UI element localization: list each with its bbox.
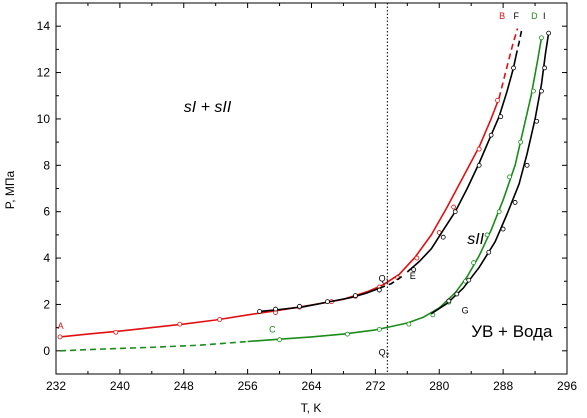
series-marker — [414, 255, 420, 261]
x-axis-title: T, K — [301, 401, 322, 415]
series-marker — [486, 249, 492, 255]
series-marker — [277, 337, 282, 343]
series-marker — [471, 260, 476, 266]
y-tick-label: 14 — [37, 19, 51, 33]
point-label: Q₁ — [379, 273, 389, 283]
series-marker — [217, 317, 223, 322]
y-axis-title: P, МПа — [3, 170, 17, 209]
series-group — [57, 28, 552, 352]
x-tick-label: 256 — [238, 379, 258, 393]
series-marker — [376, 327, 382, 332]
series-dashed-line — [379, 275, 403, 289]
series-marker — [539, 88, 544, 94]
series-marker — [406, 321, 412, 327]
x-tick-label: 296 — [557, 379, 577, 393]
series-marker — [57, 334, 63, 340]
series-marker — [411, 267, 417, 273]
point-label: E — [410, 271, 416, 281]
x-tick-label: 272 — [365, 379, 385, 393]
y-tick-label: 2 — [43, 297, 50, 311]
y-tick-label: 10 — [37, 112, 51, 126]
series-marker — [325, 299, 330, 305]
series-marker — [507, 174, 512, 180]
series-marker — [488, 132, 494, 138]
point-label: C — [269, 325, 276, 335]
series-marker — [297, 303, 302, 309]
region-annotation: УВ + Вода — [471, 322, 553, 341]
series-dashed-line — [515, 30, 523, 57]
series-marker — [353, 293, 358, 299]
series-marker — [376, 287, 382, 293]
x-tick-label: 288 — [493, 379, 513, 393]
series-marker — [113, 329, 119, 335]
series-marker — [177, 321, 183, 327]
series-marker — [451, 204, 457, 210]
series-marker — [496, 209, 502, 215]
series-line — [59, 97, 500, 338]
plot-frame — [55, 2, 568, 375]
series-marker — [476, 146, 482, 152]
series-marker — [495, 97, 500, 103]
series-marker — [452, 209, 458, 215]
region-annotation: sII — [467, 231, 484, 248]
x-tick-label: 264 — [301, 379, 321, 393]
point-label: I — [543, 11, 546, 21]
series-marker — [440, 234, 446, 240]
y-tick-label: 12 — [37, 66, 51, 80]
point-label: Q₂ — [379, 347, 390, 357]
axis-ticks: 232 240 248 256 264 272 280 288 296 0 2 4 6 8 10 12 14 — [37, 2, 577, 393]
point-label: F — [514, 11, 520, 21]
x-tick-label: 232 — [46, 379, 66, 393]
point-label: G — [462, 306, 469, 316]
y-tick-label: 4 — [43, 251, 50, 265]
series-dashed-line — [59, 340, 248, 352]
series-marker — [500, 226, 506, 232]
point-labels: A B C D F I E G Q₁ Q₂ — [58, 11, 546, 357]
series-marker — [345, 331, 350, 337]
series-marker — [531, 88, 536, 94]
series-marker — [512, 200, 518, 205]
series-marker — [518, 139, 524, 145]
series-line — [430, 32, 550, 315]
point-label: A — [58, 321, 64, 331]
series-marker — [498, 114, 504, 120]
point-label: D — [531, 11, 538, 21]
series-marker — [273, 306, 278, 312]
series-marker — [534, 118, 540, 124]
x-tick-label: 240 — [110, 379, 130, 393]
series-marker — [257, 308, 263, 314]
series-marker — [476, 162, 482, 168]
region-annotations: sI + sII sII УВ + Вода — [184, 99, 553, 341]
y-tick-label: 0 — [43, 344, 50, 358]
y-tick-label: 6 — [43, 205, 50, 219]
series-marker — [454, 291, 460, 297]
series-marker — [484, 232, 490, 238]
series-marker — [511, 65, 516, 71]
series-line — [247, 37, 543, 343]
series-marker — [546, 30, 552, 36]
point-label: B — [499, 11, 505, 21]
series-marker — [466, 277, 472, 283]
series-marker — [542, 65, 548, 71]
x-tick-label: 280 — [429, 379, 449, 393]
y-tick-label: 8 — [43, 158, 50, 172]
series-marker — [446, 298, 452, 304]
series-marker — [524, 162, 530, 168]
region-annotation: sI + sII — [184, 99, 232, 116]
series-line — [406, 56, 517, 273]
x-tick-label: 248 — [174, 379, 194, 393]
series-marker — [539, 35, 544, 41]
series-dashed-line — [498, 28, 519, 99]
